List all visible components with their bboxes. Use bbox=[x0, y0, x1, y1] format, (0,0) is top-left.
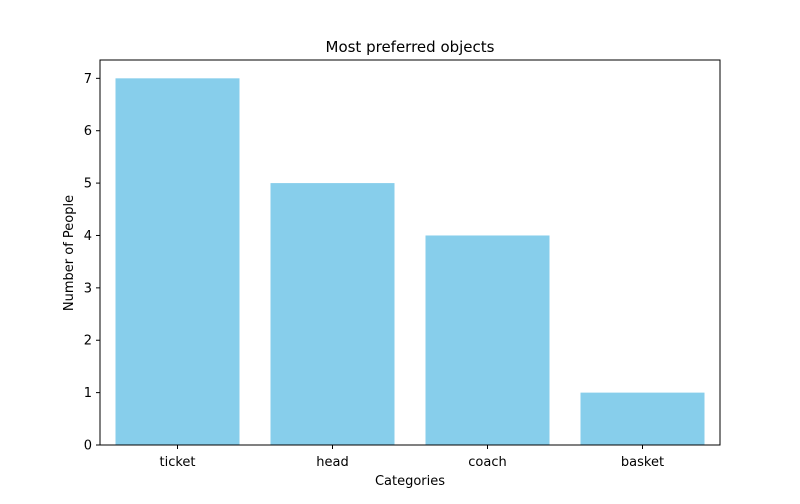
bar-ticket bbox=[115, 78, 240, 445]
y-tick-label: 3 bbox=[84, 281, 92, 296]
x-tick-label: head bbox=[316, 455, 348, 470]
x-tick-label: coach bbox=[468, 455, 506, 470]
y-axis-label: Number of People bbox=[62, 195, 77, 311]
bar-coach bbox=[425, 235, 550, 445]
y-tick-label: 5 bbox=[84, 177, 92, 192]
x-axis-label: Categories bbox=[375, 474, 445, 489]
x-tick-label: ticket bbox=[159, 455, 195, 470]
y-tick-label: 4 bbox=[84, 229, 92, 244]
bars-layer bbox=[115, 78, 705, 445]
x-axis-ticks: ticket head coach basket bbox=[159, 445, 664, 470]
y-tick-label: 6 bbox=[84, 124, 92, 139]
y-tick-label: 2 bbox=[84, 334, 92, 349]
y-tick-label: 0 bbox=[84, 439, 92, 454]
plot-frame bbox=[99, 59, 721, 446]
chart-title: Most preferred objects bbox=[326, 38, 495, 56]
y-axis-ticks: 0 1 2 3 4 5 6 7 bbox=[84, 72, 100, 454]
x-tick-label: basket bbox=[621, 455, 664, 470]
bar-basket bbox=[580, 392, 705, 445]
y-tick-label: 1 bbox=[84, 386, 92, 401]
y-tick-label: 7 bbox=[84, 72, 92, 87]
bar-head bbox=[270, 183, 395, 445]
